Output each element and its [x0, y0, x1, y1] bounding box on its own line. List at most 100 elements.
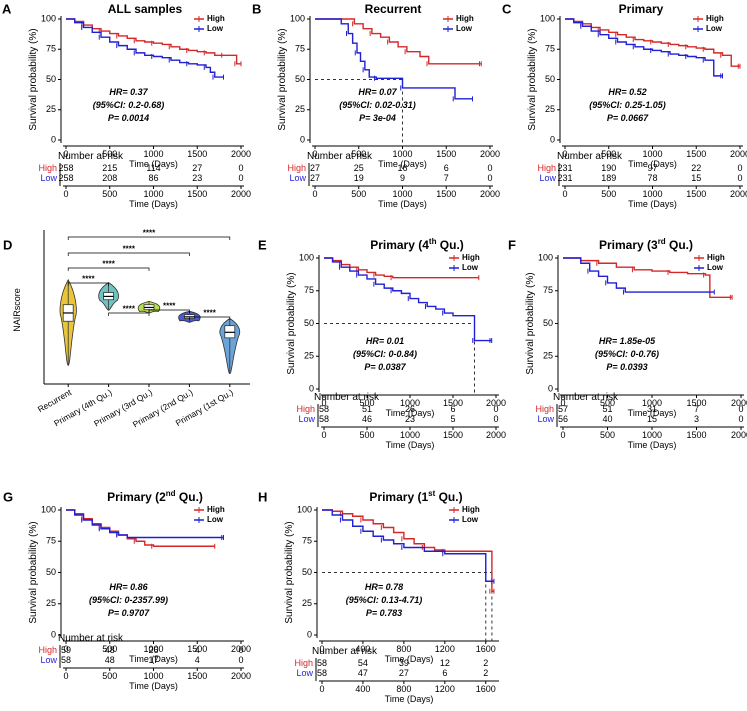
x-tick-label: 1000: [143, 149, 163, 159]
sig-label: ****: [143, 229, 156, 238]
sig-bracket: [67, 236, 231, 240]
title-end: Qu.): [436, 238, 463, 252]
title-text: Primary: [619, 2, 664, 16]
stat-line: HR= 0.01: [366, 336, 404, 346]
risk-x-tick-label: 500: [601, 189, 616, 199]
risk-title: Number at risk: [314, 392, 380, 403]
y-axis-label: NAIRscore: [12, 288, 22, 332]
title-sup: st: [428, 489, 435, 498]
risk-x-axis-label: Time (Days): [628, 440, 677, 450]
y-tick-label: 50: [302, 567, 312, 577]
risk-low-value: 56: [558, 414, 568, 424]
risk-high-value: 0: [238, 645, 243, 655]
x-axis-label: Time (Days): [378, 159, 427, 169]
risk-high-label: High: [294, 658, 313, 668]
x-tick-label: 1500: [187, 149, 207, 159]
panel-letter: D: [3, 237, 12, 252]
risk-high-value: 215: [102, 163, 117, 173]
panel-letter: E: [258, 237, 267, 252]
risk-x-tick-label: 500: [359, 430, 374, 440]
risk-x-tick-label: 800: [396, 684, 411, 694]
risk-x-tick-label: 1000: [143, 671, 163, 681]
panel-title: Primary (3rd Qu.): [599, 237, 693, 252]
y-tick-label: 100: [290, 13, 305, 23]
x-tick-label: 0: [63, 149, 68, 159]
x-tick-label: 500: [102, 149, 117, 159]
risk-low-value: 78: [647, 173, 657, 183]
risk-x-axis-label: Time (Days): [378, 199, 427, 209]
risk-x-tick-label: 1000: [642, 189, 662, 199]
risk-low-label: Low: [539, 173, 556, 183]
risk-title: Number at risk: [553, 392, 619, 403]
y-tick-label: 50: [46, 567, 56, 577]
y-tick-label: 0: [548, 383, 553, 393]
risk-high-value: 6: [450, 404, 455, 414]
km-curve-low: [66, 18, 224, 78]
legend-label-high: High: [707, 253, 725, 262]
x-tick-label: 2000: [231, 149, 251, 159]
y-tick-label: 50: [545, 74, 555, 84]
risk-low-value: 208: [102, 173, 117, 183]
risk-x-tick-label: 2000: [730, 189, 747, 199]
sig-label: ****: [163, 302, 176, 311]
sig-bracket: [189, 316, 231, 320]
sig-label: ****: [123, 305, 136, 314]
risk-x-tick-label: 0: [63, 189, 68, 199]
risk-low-label: Low: [40, 173, 57, 183]
risk-high-label: High: [287, 163, 306, 173]
risk-x-tick-label: 0: [562, 189, 567, 199]
km-panel-H: H Primary (1st Qu.) 0 25 50 75 100 0 400 800 1200 1…: [258, 489, 499, 704]
risk-low-value: 4: [195, 655, 200, 665]
risk-high-value: 31: [647, 404, 657, 414]
risk-title: Number at risk: [58, 151, 124, 162]
risk-low-value: 17: [148, 655, 158, 665]
panel-letter: H: [258, 489, 267, 504]
risk-high-value: 7: [694, 404, 699, 414]
risk-high-label: High: [537, 163, 556, 173]
risk-title: Number at risk: [557, 151, 623, 162]
risk-high-value: 4: [195, 645, 200, 655]
y-tick-label: 25: [302, 598, 312, 608]
risk-x-tick-label: 0: [321, 430, 326, 440]
risk-x-axis-label: Time (Days): [129, 681, 178, 691]
risk-low-label: Low: [537, 414, 554, 424]
risk-low-value: 3: [694, 414, 699, 424]
panel-letter: B: [252, 1, 261, 16]
risk-low-value: 189: [601, 173, 616, 183]
risk-low-value: 23: [405, 414, 415, 424]
risk-low-value: 5: [450, 414, 455, 424]
km-curve-high: [66, 509, 215, 547]
risk-x-tick-label: 500: [102, 671, 117, 681]
risk-low-value: 19: [354, 173, 364, 183]
risk-low-value: 58: [61, 655, 71, 665]
panel-title: Primary (1st Qu.): [369, 489, 462, 504]
km-curve-low: [563, 257, 715, 293]
x-tick-label: 800: [396, 644, 411, 654]
risk-high-value: 22: [691, 163, 701, 173]
sig-bracket: [67, 267, 150, 271]
risk-low-value: 15: [691, 173, 701, 183]
risk-low-value: 231: [557, 173, 572, 183]
risk-high-value: 114: [146, 163, 160, 173]
y-tick-label: 25: [304, 351, 314, 361]
risk-high-value: 27: [192, 163, 202, 173]
x-tick-label: 2000: [231, 644, 251, 654]
km-curve-low: [315, 18, 473, 100]
x-tick-label: 1500: [443, 398, 463, 408]
risk-x-tick-label: 1600: [476, 684, 496, 694]
y-axis-label: Survival probability (%): [28, 28, 39, 130]
risk-high-value: 16: [397, 163, 407, 173]
risk-high-value: 54: [358, 658, 368, 668]
risk-high-value: 58: [317, 658, 327, 668]
km-curve-low: [66, 509, 224, 539]
legend-label-high: High: [456, 14, 474, 23]
stat-line: HR= 1.85e-05: [599, 336, 656, 346]
risk-high-value: 0: [493, 404, 498, 414]
title-sup: th: [429, 237, 437, 246]
legend-label-high: High: [706, 14, 724, 23]
y-tick-label: 0: [307, 629, 312, 639]
legend-label-low: Low: [462, 263, 479, 272]
x-tick-label: 2000: [731, 398, 747, 408]
